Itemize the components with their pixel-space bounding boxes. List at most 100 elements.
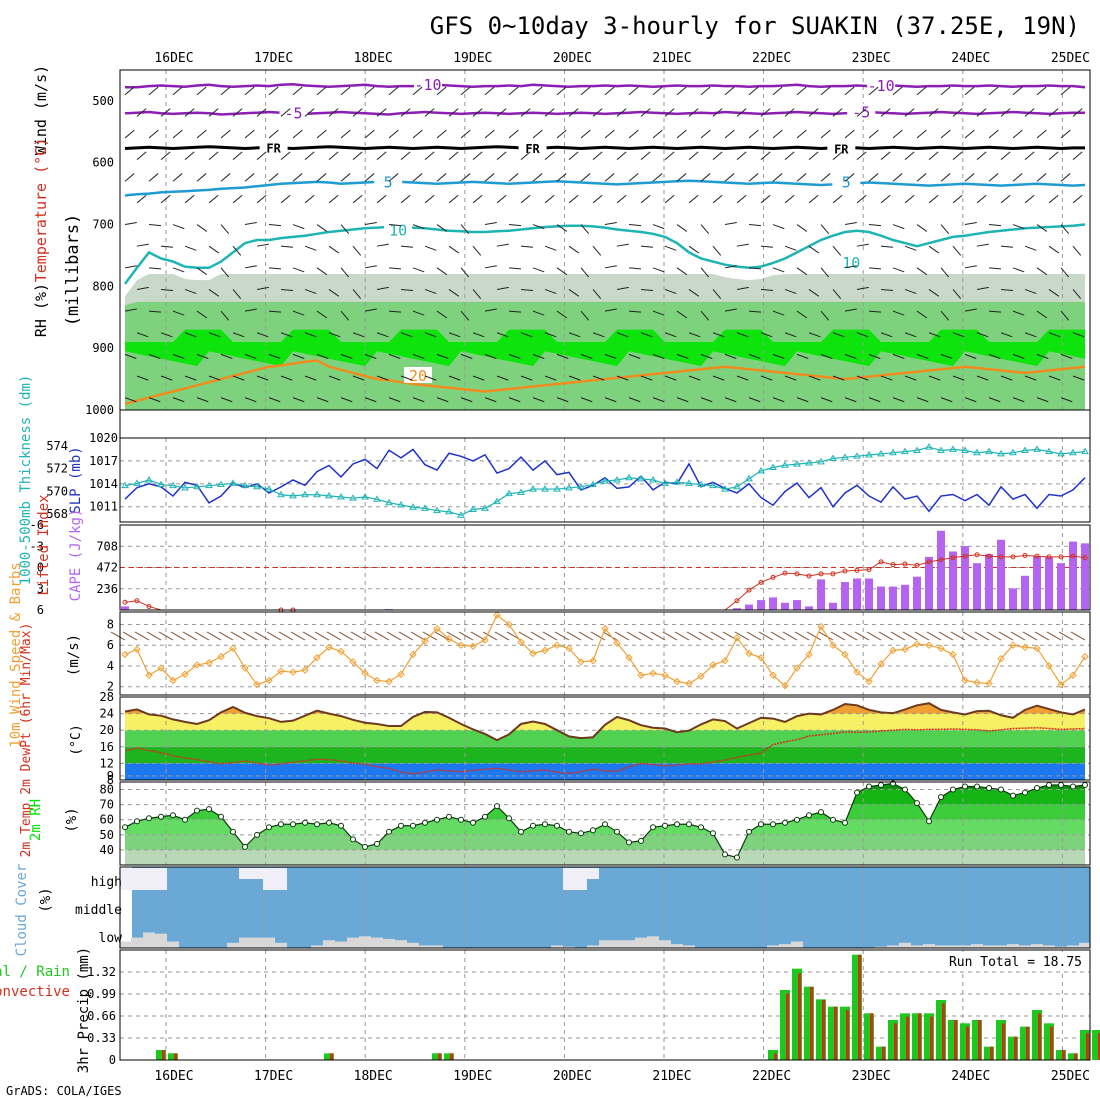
- wind-speed-point: [997, 654, 1005, 663]
- wind-barb: [148, 353, 161, 359]
- wind-barb: [628, 310, 641, 313]
- wind-barb: [532, 173, 543, 182]
- wind-barb: [580, 224, 590, 235]
- wind-barb: [700, 224, 710, 235]
- wind-barb: [376, 243, 389, 247]
- wind-barb: [556, 353, 569, 359]
- panel-frame-wind: [119, 611, 1091, 696]
- wind-speed-point: [841, 650, 849, 659]
- wind-barb: [424, 151, 435, 161]
- thickness-point: [169, 481, 177, 489]
- wind-barb: [268, 353, 281, 359]
- wind-speed-point: [313, 653, 321, 662]
- wind-barb: [832, 375, 845, 381]
- rh-point: [254, 831, 260, 838]
- cloud-high-bar: [575, 868, 587, 890]
- thickness-point: [145, 476, 153, 483]
- surface-wind-barb: [314, 631, 330, 641]
- wind-speed-point: [145, 671, 153, 679]
- wind-barb: [916, 353, 929, 359]
- wind-speed-point: [445, 635, 453, 643]
- wind-barb: [136, 108, 147, 117]
- wind-barb: [160, 108, 171, 117]
- wind-barb: [280, 375, 293, 381]
- wind-barb: [868, 267, 881, 270]
- thickness-point: [925, 443, 933, 450]
- cloud-low-bar: [1007, 944, 1019, 948]
- precip-rain-bar: [966, 1026, 969, 1060]
- wind-barb: [592, 108, 603, 117]
- wind-barb: [1048, 151, 1059, 161]
- cloud-low-bar: [1055, 946, 1067, 948]
- wind-barb: [508, 173, 519, 182]
- wind-barb: [244, 265, 257, 269]
- wind-barb: [928, 289, 940, 297]
- thickness-point: [445, 507, 453, 515]
- isotherm-label-bg: [837, 253, 866, 270]
- wind-barb: [940, 267, 950, 278]
- rh-point: [542, 821, 548, 828]
- wind-barb: [772, 353, 785, 359]
- profile-tick: 500: [92, 94, 114, 108]
- wind-barb: [484, 221, 497, 226]
- wind-barb: [604, 265, 617, 269]
- wind-barb: [844, 308, 857, 312]
- thickness-point: [961, 446, 969, 453]
- isotherm-20: [124, 359, 1086, 406]
- wind-barb: [388, 267, 401, 270]
- thickness-label: 1000-500mb Thickness (dm): [18, 375, 34, 586]
- surface-wind-barb: [170, 631, 186, 641]
- wind-barb: [220, 310, 230, 321]
- wind-barb: [268, 397, 281, 403]
- wind-speed-point: [733, 634, 741, 642]
- wind-barb: [316, 397, 329, 403]
- wind-barb: [592, 289, 602, 299]
- wind-barb: [388, 173, 399, 182]
- wind-barb: [1036, 397, 1049, 403]
- surface-wind-barb: [254, 631, 270, 641]
- thickness-point: [637, 474, 645, 482]
- wind-barb: [784, 245, 797, 251]
- wind-barb: [436, 267, 448, 276]
- rh-tick: 70: [100, 798, 114, 812]
- wind-barb: [724, 397, 737, 403]
- wind-barb: [928, 108, 939, 117]
- profile-gap: [119, 409, 1091, 439]
- wind-barb: [508, 86, 519, 96]
- wind-barb: [916, 224, 928, 232]
- wind-barb: [1072, 108, 1083, 117]
- cloud-low-bar: [959, 945, 971, 948]
- cloud-background: [132, 867, 1090, 948]
- wind-barb: [892, 86, 903, 96]
- wind-speed-point: [169, 676, 177, 685]
- rh-point: [938, 794, 944, 801]
- wind-speed-point: [1045, 662, 1053, 670]
- wind-barb: [256, 375, 269, 381]
- wind-speed-point: [985, 679, 993, 688]
- cloud-ylabel: (%): [38, 887, 54, 912]
- wind-barb: [196, 353, 209, 359]
- surface-wind-barb: [674, 631, 690, 641]
- wind-barb: [472, 289, 482, 299]
- wind-barb: [340, 129, 351, 139]
- li-point: [878, 559, 884, 565]
- wind-speed-point: [349, 658, 357, 666]
- wind-barb: [400, 194, 411, 204]
- wind-barb: [160, 245, 173, 248]
- wind-speed-point: [649, 669, 657, 677]
- day-label-bottom: 16DEC: [154, 1069, 193, 1084]
- cloud-high-label: high: [91, 875, 122, 890]
- wind-barb: [508, 129, 519, 139]
- day-label-top: 17DEC: [254, 51, 293, 66]
- wind-barb: [400, 288, 413, 291]
- precip-legend-convective: Convective: [0, 984, 70, 1000]
- surface-wind-barb: [374, 631, 390, 641]
- wind-barb: [316, 353, 329, 359]
- wind-speed-point: [829, 641, 837, 649]
- thickness-point: [337, 493, 345, 500]
- wind-barb: [736, 332, 749, 338]
- isotherm-label: 5: [384, 174, 393, 192]
- wind-barb: [460, 310, 470, 321]
- rh-point: [482, 813, 488, 820]
- wind-barb: [1000, 375, 1013, 381]
